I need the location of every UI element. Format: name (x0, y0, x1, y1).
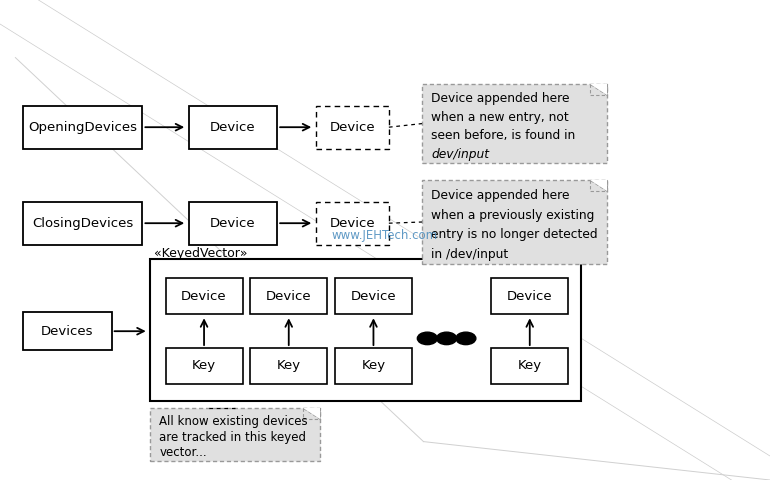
Text: Device appended here: Device appended here (431, 189, 570, 202)
Text: Device: Device (330, 120, 375, 134)
Circle shape (417, 332, 437, 345)
Bar (23, 106, 142, 149)
Bar (316, 202, 389, 245)
Bar (150, 259, 581, 401)
Bar (23, 202, 142, 245)
Text: Device: Device (350, 290, 397, 303)
Text: when a new entry, not: when a new entry, not (431, 111, 569, 124)
Text: Device: Device (181, 290, 227, 303)
Text: Key: Key (192, 360, 216, 372)
Polygon shape (590, 84, 607, 95)
Text: are tracked in this keyed: are tracked in this keyed (159, 431, 306, 444)
Circle shape (437, 332, 457, 345)
Bar (150, 408, 320, 461)
Polygon shape (303, 408, 320, 419)
Text: Key: Key (361, 360, 386, 372)
Bar (316, 106, 389, 149)
Text: www.JEHTech.com: www.JEHTech.com (332, 228, 438, 242)
Text: Device: Device (507, 290, 553, 303)
Polygon shape (303, 408, 320, 419)
Bar (335, 278, 412, 314)
Bar (250, 348, 327, 384)
Text: when a previously existing: when a previously existing (431, 209, 594, 222)
Bar (422, 180, 607, 264)
Polygon shape (590, 180, 607, 191)
Text: «KeyedVector»: «KeyedVector» (154, 247, 247, 260)
Text: All know existing devices: All know existing devices (159, 415, 308, 428)
Bar (422, 84, 607, 163)
Bar (491, 278, 568, 314)
Text: Key: Key (276, 360, 301, 372)
Text: dev/input: dev/input (431, 147, 489, 160)
Bar (335, 348, 412, 384)
Text: Devices: Devices (41, 324, 94, 338)
Text: seen before, is found in: seen before, is found in (431, 129, 575, 142)
Polygon shape (590, 180, 607, 191)
Text: entry is no longer detected: entry is no longer detected (431, 228, 598, 241)
Text: Device: Device (210, 120, 256, 134)
Text: vector...: vector... (159, 446, 207, 459)
Text: ClosingDevices: ClosingDevices (32, 216, 133, 230)
Circle shape (456, 332, 476, 345)
Bar (491, 348, 568, 384)
Text: OpeningDevices: OpeningDevices (28, 120, 137, 134)
Bar (23, 312, 112, 350)
Bar (166, 278, 243, 314)
Text: Device appended here: Device appended here (431, 93, 570, 106)
Polygon shape (590, 84, 607, 95)
Text: in /dev/input: in /dev/input (431, 248, 508, 261)
Bar (250, 278, 327, 314)
Text: Device: Device (330, 216, 375, 230)
Text: Key: Key (517, 360, 542, 372)
Text: Device: Device (266, 290, 312, 303)
Text: Device: Device (210, 216, 256, 230)
Bar (189, 106, 277, 149)
Bar (189, 202, 277, 245)
Bar (166, 348, 243, 384)
